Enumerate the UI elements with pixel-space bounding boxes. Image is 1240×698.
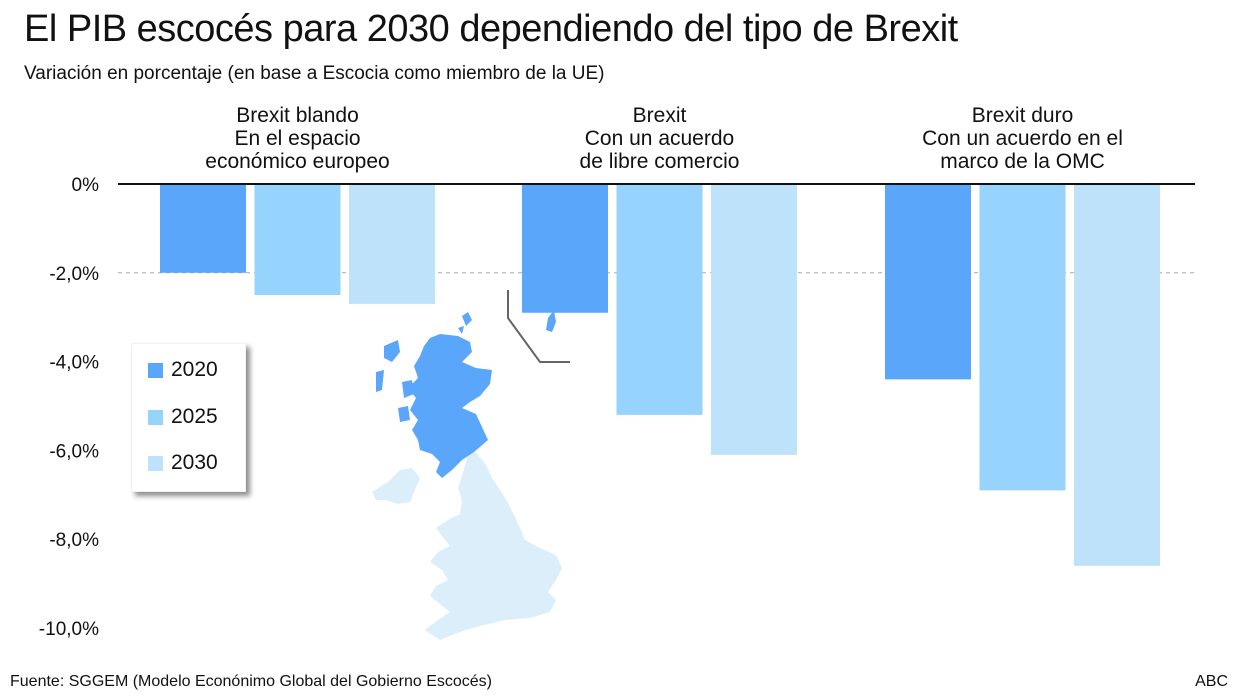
category-label: Brexit duro (972, 104, 1074, 127)
legend-item-2025: 2025 (148, 405, 218, 429)
orkney-shape (458, 312, 472, 334)
uk-map-icon (372, 310, 562, 640)
bar-2025-3 (979, 184, 1066, 491)
category-label: Brexit blando (236, 104, 359, 127)
bar-2030-2 (711, 184, 797, 455)
source-note: Fuente: SGGEM (Modelo Econónimo Global d… (10, 673, 493, 690)
legend-item-2020: 2020 (148, 358, 218, 382)
legend-swatch-2030 (148, 455, 163, 471)
brand-credit: ABC (1195, 673, 1228, 690)
chart-subtitle: Variación en porcentaje (en base a Escoc… (24, 63, 605, 84)
category-label: En el espacio (234, 127, 360, 150)
bar-2020-3 (885, 184, 971, 380)
legend-item-2030: 2030 (148, 451, 218, 475)
y-tick-label: -4,0% (49, 353, 99, 374)
northern-ireland-shape (372, 468, 420, 504)
category-label: Con un acuerdo (585, 127, 734, 150)
bar-2020-2 (522, 184, 608, 313)
leader-line (507, 290, 570, 363)
bar-2025-2 (616, 184, 703, 415)
chart-title: El PIB escocés para 2030 dependiendo del… (24, 8, 958, 50)
y-tick-label: 0% (72, 175, 100, 196)
y-tick-label: -6,0% (49, 441, 99, 462)
bar-2030-3 (1074, 184, 1160, 566)
bars (160, 184, 1160, 566)
legend-label: 2025 (171, 405, 218, 428)
category-label: de libre comercio (580, 150, 740, 173)
bar-2020-1 (160, 184, 246, 273)
legend-label: 2020 (171, 358, 218, 381)
bar-2025-1 (254, 184, 341, 295)
legend-swatch-2020 (148, 362, 163, 378)
shetland-inset-leader (507, 290, 570, 363)
hebrides-shape (376, 340, 414, 422)
category-label: Brexit (633, 104, 687, 127)
category-label: Con un acuerdo en el (922, 127, 1123, 150)
scotland-shape (408, 334, 492, 478)
shetland-shape (546, 310, 556, 332)
category-label: económico europeo (205, 150, 389, 173)
y-tick-label: -10,0% (39, 619, 99, 640)
y-tick-label: -8,0% (49, 530, 99, 551)
y-tick-label: -2,0% (49, 264, 99, 285)
legend-swatch-2025 (148, 409, 163, 425)
england-wales-shape (425, 447, 562, 640)
bar-2030-1 (349, 184, 435, 304)
category-label: marco de la OMC (940, 150, 1105, 173)
legend: 2020 2025 2030 (131, 343, 246, 492)
axis: 0% -2,0% -4,0% -6,0% -8,0% -10,0% (39, 175, 1195, 640)
legend-label: 2030 (171, 451, 218, 474)
